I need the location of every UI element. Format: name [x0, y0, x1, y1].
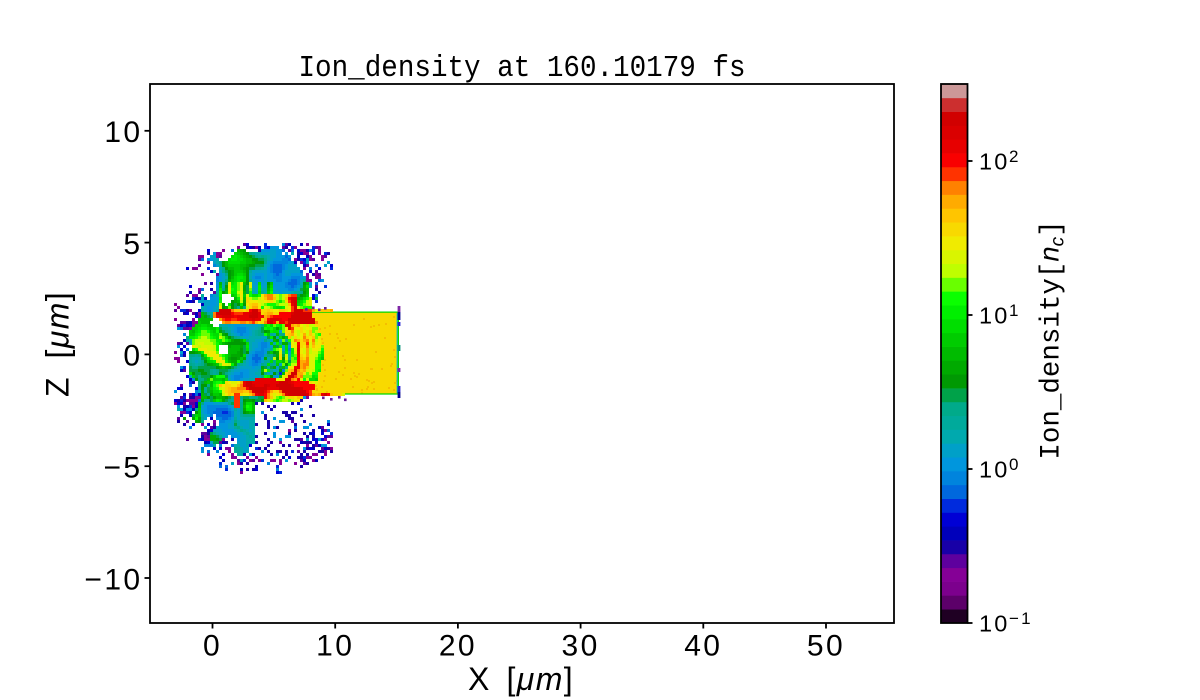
svg-text:Ion_density[nc]: Ion_density[nc]	[1034, 220, 1069, 459]
svg-text:5: 5	[123, 228, 142, 261]
svg-text:10: 10	[104, 116, 142, 149]
svg-text:0: 0	[123, 340, 142, 373]
svg-text:Ion_density at 160.10179 fs: Ion_density at 160.10179 fs	[298, 51, 745, 86]
svg-text:Z: Z	[40, 377, 76, 397]
svg-text:−10: −10	[84, 563, 142, 596]
svg-text:[μm]: [μm]	[40, 291, 76, 359]
svg-text:[μm]: [μm]	[507, 661, 575, 697]
svg-text:50: 50	[807, 630, 845, 663]
svg-text:−5: −5	[103, 452, 142, 485]
svg-text:40: 40	[684, 630, 722, 663]
svg-text:30: 30	[562, 630, 600, 663]
svg-text:X: X	[468, 661, 489, 697]
svg-text:0: 0	[203, 630, 222, 663]
svg-text:20: 20	[439, 630, 477, 663]
svg-text:10: 10	[316, 630, 354, 663]
